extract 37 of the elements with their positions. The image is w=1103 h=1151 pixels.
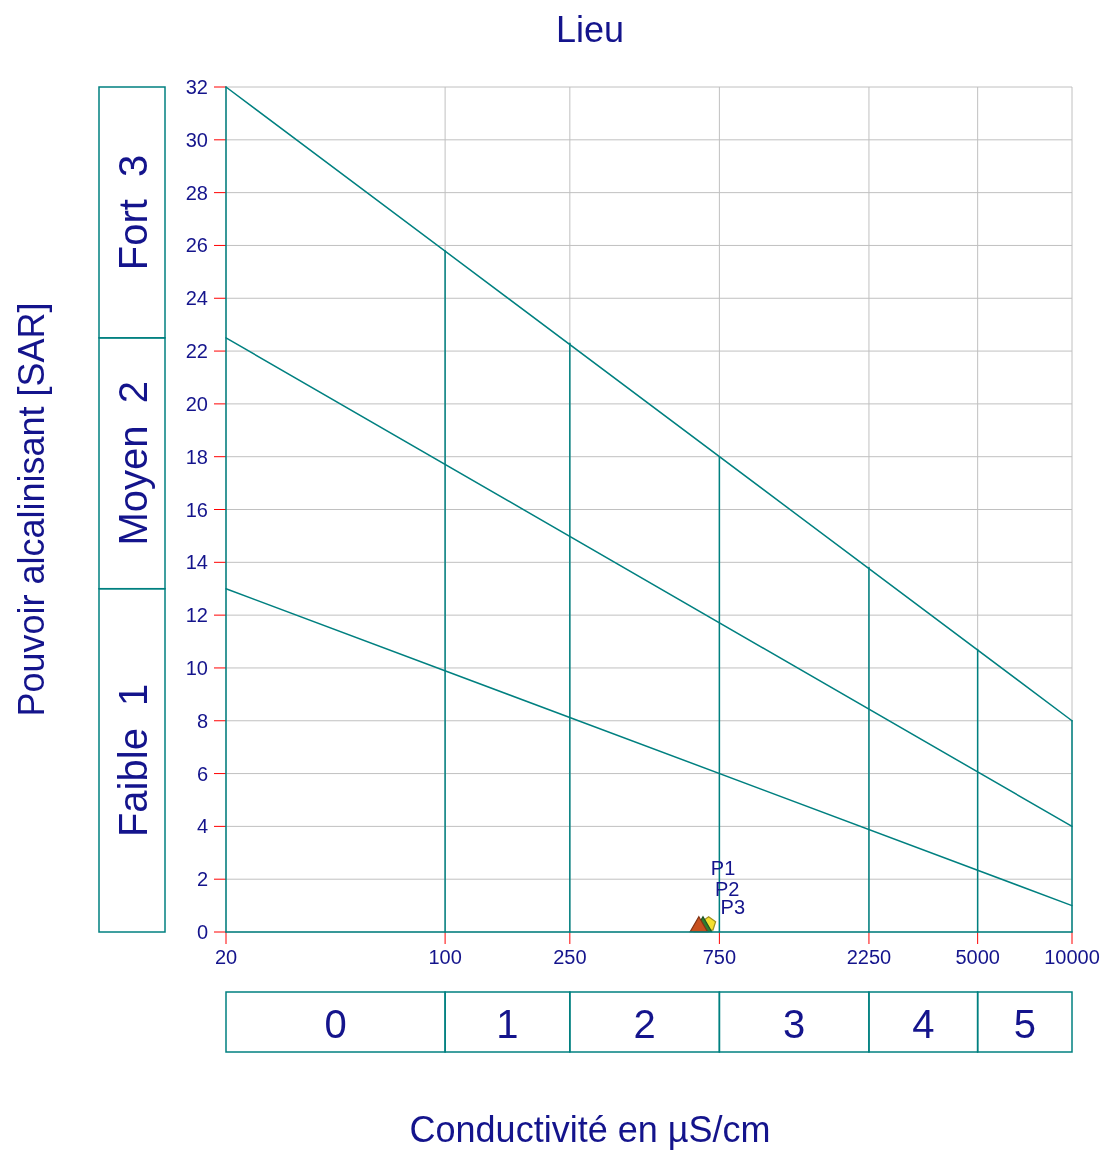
y-axis-title: Pouvoir alcalinisant [SAR] <box>11 302 52 717</box>
y-tick-label: 18 <box>185 445 208 468</box>
text: 5 <box>1013 1002 1036 1046</box>
series-label: P3 <box>720 896 746 919</box>
y-tick-label: 32 <box>185 76 208 98</box>
text: 4 <box>912 1002 935 1046</box>
y-tick-label: 12 <box>185 604 208 627</box>
text: Moyen 2 <box>111 381 155 546</box>
y-tick-label: 4 <box>196 815 208 838</box>
y-tick-label: 16 <box>185 498 208 521</box>
x-tick-label: 750 <box>702 946 737 968</box>
y-tick-label: 28 <box>185 181 208 204</box>
text: Faible 1 <box>111 683 155 838</box>
x-tick-label: 10000 <box>1044 946 1100 968</box>
x-tick-label: 20 <box>214 946 238 968</box>
y-tick-label: 0 <box>196 921 208 943</box>
x-tick-label: 250 <box>553 946 587 968</box>
text: Fort 3 <box>111 154 155 271</box>
y-tick-label: 22 <box>185 340 208 363</box>
y-tick-label: 10 <box>185 656 208 679</box>
y-tick-label: 8 <box>196 709 208 732</box>
text: 0 <box>324 1002 347 1046</box>
text: 2 <box>633 1002 656 1046</box>
x-tick-label: 5000 <box>955 946 1000 968</box>
y-tick-label: 14 <box>185 551 208 574</box>
x-tick-label: 100 <box>428 946 462 968</box>
y-tick-label: 20 <box>185 392 208 415</box>
y-tick-label: 26 <box>185 234 208 257</box>
chart-title: Lieu <box>555 9 625 50</box>
text: 1 <box>496 1002 519 1046</box>
y-tick-label: 24 <box>185 287 208 310</box>
text: 3 <box>783 1002 806 1046</box>
x-tick-label: 2250 <box>846 946 892 968</box>
y-tick-label: 6 <box>196 762 208 785</box>
y-tick-label: 30 <box>185 128 208 151</box>
y-tick-label: 2 <box>196 868 208 891</box>
x-axis-title: Conductivité en µS/cm <box>409 1109 771 1150</box>
